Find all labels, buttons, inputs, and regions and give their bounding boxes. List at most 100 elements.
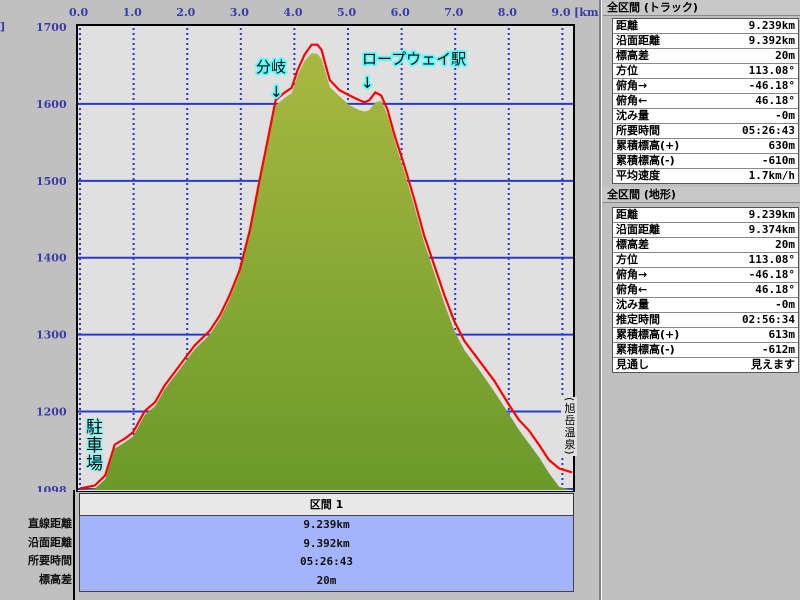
stat-row: 標高差 20m	[613, 238, 798, 253]
stat-row: 俯角→ -46.18°	[613, 79, 798, 94]
x-tick-label: 6.0	[391, 6, 410, 19]
stat-label: 方位	[616, 253, 638, 266]
x-axis-unit: [km]	[574, 6, 600, 19]
stat-row: 標高差 20m	[613, 49, 798, 64]
stat-label: 標高差	[616, 49, 649, 62]
segment-label: 沿面距離	[28, 535, 72, 549]
stat-value: 02:56:34	[742, 313, 795, 326]
stat-row: 所要時間 05:26:43	[613, 124, 798, 139]
x-tick-label: 4.0	[283, 6, 302, 19]
stat-label: 累積標高(+)	[616, 328, 680, 341]
stat-value: 113.08°	[748, 64, 795, 77]
stat-row: 沈み量 -0m	[613, 298, 798, 313]
terrain-stats-table: 距離 9.239km 沿面距離 9.374km 標高差 20m 方位 113.08° 俯角→ -4…	[612, 207, 799, 373]
y-axis-unit: ]	[0, 20, 6, 33]
stat-value: 113.08°	[748, 253, 795, 266]
stat-row: 沿面距離 9.374km	[613, 223, 798, 238]
x-tick-label: 1.0	[123, 6, 142, 19]
stat-row: 方位 113.08°	[613, 253, 798, 268]
stat-row: 平均速度 1.7km/h	[613, 169, 798, 183]
stat-row: 沈み量 -0m	[613, 109, 798, 124]
segment-label: 直線距離	[28, 517, 72, 530]
terrain-area	[80, 53, 573, 490]
stat-value: 9.239km	[748, 19, 795, 32]
annotation-ropeway-arrow: ↓	[361, 74, 374, 92]
stat-label: 所要時間	[616, 124, 660, 137]
y-tick-label: 1300	[36, 329, 67, 342]
stat-value: 9.374km	[748, 223, 795, 236]
elevation-profile-chart: 0.0 1.0 2.0 3.0 4.0 5.0 6.0 7.0 8.0 9.0 [km] 1700 16…	[36, 6, 600, 492]
stat-value: 9.239km	[748, 208, 795, 221]
stat-label: 沿面距離	[616, 223, 660, 236]
stat-row: 方位 113.08°	[613, 64, 798, 79]
stat-label: 沈み量	[616, 109, 649, 122]
segment-labels: 直線距離 沿面距離 所要時間 標高差	[0, 515, 72, 589]
stat-value: 見えます	[751, 358, 795, 371]
stat-label: 平均速度	[616, 169, 660, 182]
stat-value: -610m	[761, 154, 795, 167]
segment-value: 05:26:43	[300, 555, 353, 568]
stat-value: 9.392km	[748, 34, 795, 47]
track-stats-table: 距離 9.239km 沿面距離 9.392km 標高差 20m 方位 113.08° 俯角→ -4…	[612, 18, 799, 184]
x-tick-label: 9.0	[551, 6, 570, 19]
left-divider	[73, 490, 75, 600]
y-tick-label: 1700	[36, 21, 67, 34]
annotation-branch: 分岐	[256, 58, 286, 76]
stat-value: -0m	[775, 109, 795, 122]
annotation-branch-arrow: ↓	[270, 83, 283, 101]
stat-label: 標高差	[616, 238, 649, 251]
segment-label: 所要時間	[28, 554, 72, 567]
stat-value: 46.18°	[755, 283, 795, 296]
x-tick-label: 2.0	[176, 6, 195, 19]
panel-title-terrain: 全区間 (地形)	[603, 187, 800, 203]
stat-row: 距離 9.239km	[613, 208, 798, 223]
stat-value: -0m	[775, 298, 795, 311]
segment-header[interactable]: 区間 1	[79, 493, 574, 516]
stat-row: 俯角← 46.18°	[613, 94, 798, 109]
stat-row: 俯角← 46.18°	[613, 283, 798, 298]
stat-label: 累積標高(-)	[616, 154, 675, 167]
y-tick-label: 1400	[36, 252, 67, 265]
stat-label: 俯角←	[616, 94, 648, 107]
stat-label: 方位	[616, 64, 638, 77]
stat-label: 沈み量	[616, 298, 649, 311]
stat-value: 613m	[768, 328, 796, 341]
x-tick-label: 8.0	[498, 6, 517, 19]
stat-label: 俯角←	[616, 283, 648, 296]
y-tick-label: 1500	[36, 175, 67, 188]
stat-row: 距離 9.239km	[613, 19, 798, 34]
stat-label: 俯角→	[616, 79, 648, 92]
segment-value: 20m	[316, 573, 337, 587]
stat-row: 俯角→ -46.18°	[613, 268, 798, 283]
stat-row: 累積標高(-) -610m	[613, 154, 798, 169]
stat-value: 630m	[768, 139, 796, 152]
stat-value: 1.7km/h	[748, 169, 795, 182]
stat-value: 46.18°	[755, 94, 795, 107]
stat-value: 05:26:43	[742, 124, 795, 137]
stat-row: 推定時間 02:56:34	[613, 313, 798, 328]
stat-label: 累積標高(-)	[616, 343, 675, 356]
stat-row: 見通し 見えます	[613, 358, 798, 372]
annotation-ropeway: ロープウェイ駅	[362, 50, 466, 68]
stat-label: 累積標高(+)	[616, 139, 680, 152]
panel-title-track: 全区間 (トラック)	[603, 0, 800, 16]
segment-value: 9.239km	[303, 518, 350, 531]
stat-row: 累積標高(-) -612m	[613, 343, 798, 358]
segment-value: 9.392km	[303, 536, 350, 550]
stat-row: 累積標高(+) 613m	[613, 328, 798, 343]
stat-value: -46.18°	[748, 79, 795, 92]
x-tick-label: 7.0	[444, 6, 463, 19]
x-tick-label: 3.0	[230, 6, 249, 19]
panel-divider	[599, 0, 602, 600]
x-tick-label: 5.0	[337, 6, 356, 19]
y-tick-label: 1200	[36, 406, 67, 419]
stat-value: 20m	[775, 238, 795, 251]
stat-row: 沿面距離 9.392km	[613, 34, 798, 49]
stat-value: -46.18°	[748, 268, 795, 281]
stat-label: 距離	[616, 19, 638, 32]
stat-row: 累積標高(+) 630m	[613, 139, 798, 154]
stat-label: 沿面距離	[616, 34, 660, 47]
stat-label: 俯角→	[616, 268, 648, 281]
y-tick-label: 1098	[36, 484, 67, 492]
stat-label: 距離	[616, 208, 638, 221]
